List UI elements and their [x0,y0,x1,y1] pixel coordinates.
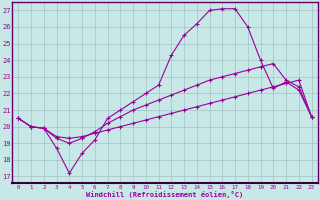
X-axis label: Windchill (Refroidissement éolien,°C): Windchill (Refroidissement éolien,°C) [86,191,244,198]
